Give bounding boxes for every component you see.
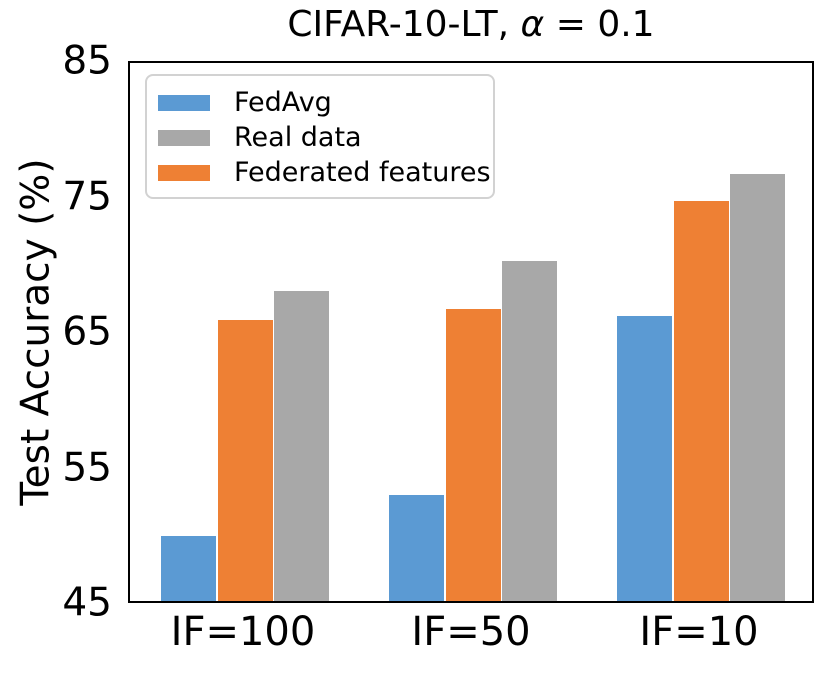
legend-item-real-data: Real data xyxy=(158,120,493,155)
bar-federated-features-IF=50 xyxy=(445,309,501,601)
y-tick-label-55: 55 xyxy=(62,445,112,490)
x-axis-ticks: IF=100 IF=50 IF=10 xyxy=(128,612,814,662)
bar-federated-features-IF=10 xyxy=(673,201,729,601)
bar-fedavg-IF=100 xyxy=(161,535,216,601)
bar-fedavg-IF=50 xyxy=(389,495,444,601)
y-axis-ticks: 45 55 65 75 85 xyxy=(0,42,112,623)
legend-label: Federated features xyxy=(234,157,491,188)
chart-title: CIFAR-10-LT, α = 0.1 xyxy=(128,4,814,45)
y-tick-label-75: 75 xyxy=(62,174,112,219)
y-tick-label-65: 65 xyxy=(62,309,112,355)
legend: FedAvg Real data Federated features xyxy=(145,74,495,199)
bar-real-data-IF=100 xyxy=(274,290,329,601)
legend-swatch-icon xyxy=(158,129,210,146)
bar-real-data-IF=10 xyxy=(730,173,785,601)
bar-real-data-IF=50 xyxy=(502,260,557,601)
legend-label: Real data xyxy=(234,122,362,153)
bar-federated-features-IF=100 xyxy=(217,320,273,601)
legend-item-fedavg: FedAvg xyxy=(158,85,493,120)
chart-title-alpha: α xyxy=(520,4,545,45)
plot-area: FedAvg Real data Federated features xyxy=(128,61,814,603)
legend-swatch-icon xyxy=(158,164,210,181)
legend-label: FedAvg xyxy=(234,87,332,118)
bar-fedavg-IF=10 xyxy=(617,316,672,601)
x-tick-label-2: IF=10 xyxy=(639,609,759,655)
bar-group-IF=50 xyxy=(389,260,557,601)
chart-title-prefix: CIFAR-10-LT, xyxy=(287,4,521,45)
chart-title-suffix: = 0.1 xyxy=(544,4,655,45)
y-tick-label-85: 85 xyxy=(62,38,112,84)
bar-group-IF=10 xyxy=(617,173,785,601)
y-tick-label-45: 45 xyxy=(62,580,112,626)
legend-item-federated-features: Federated features xyxy=(158,155,493,190)
x-tick-label-0: IF=100 xyxy=(170,609,316,655)
x-tick-label-1: IF=50 xyxy=(411,609,531,655)
bar-group-IF=100 xyxy=(161,290,329,601)
legend-swatch-icon xyxy=(158,94,210,111)
